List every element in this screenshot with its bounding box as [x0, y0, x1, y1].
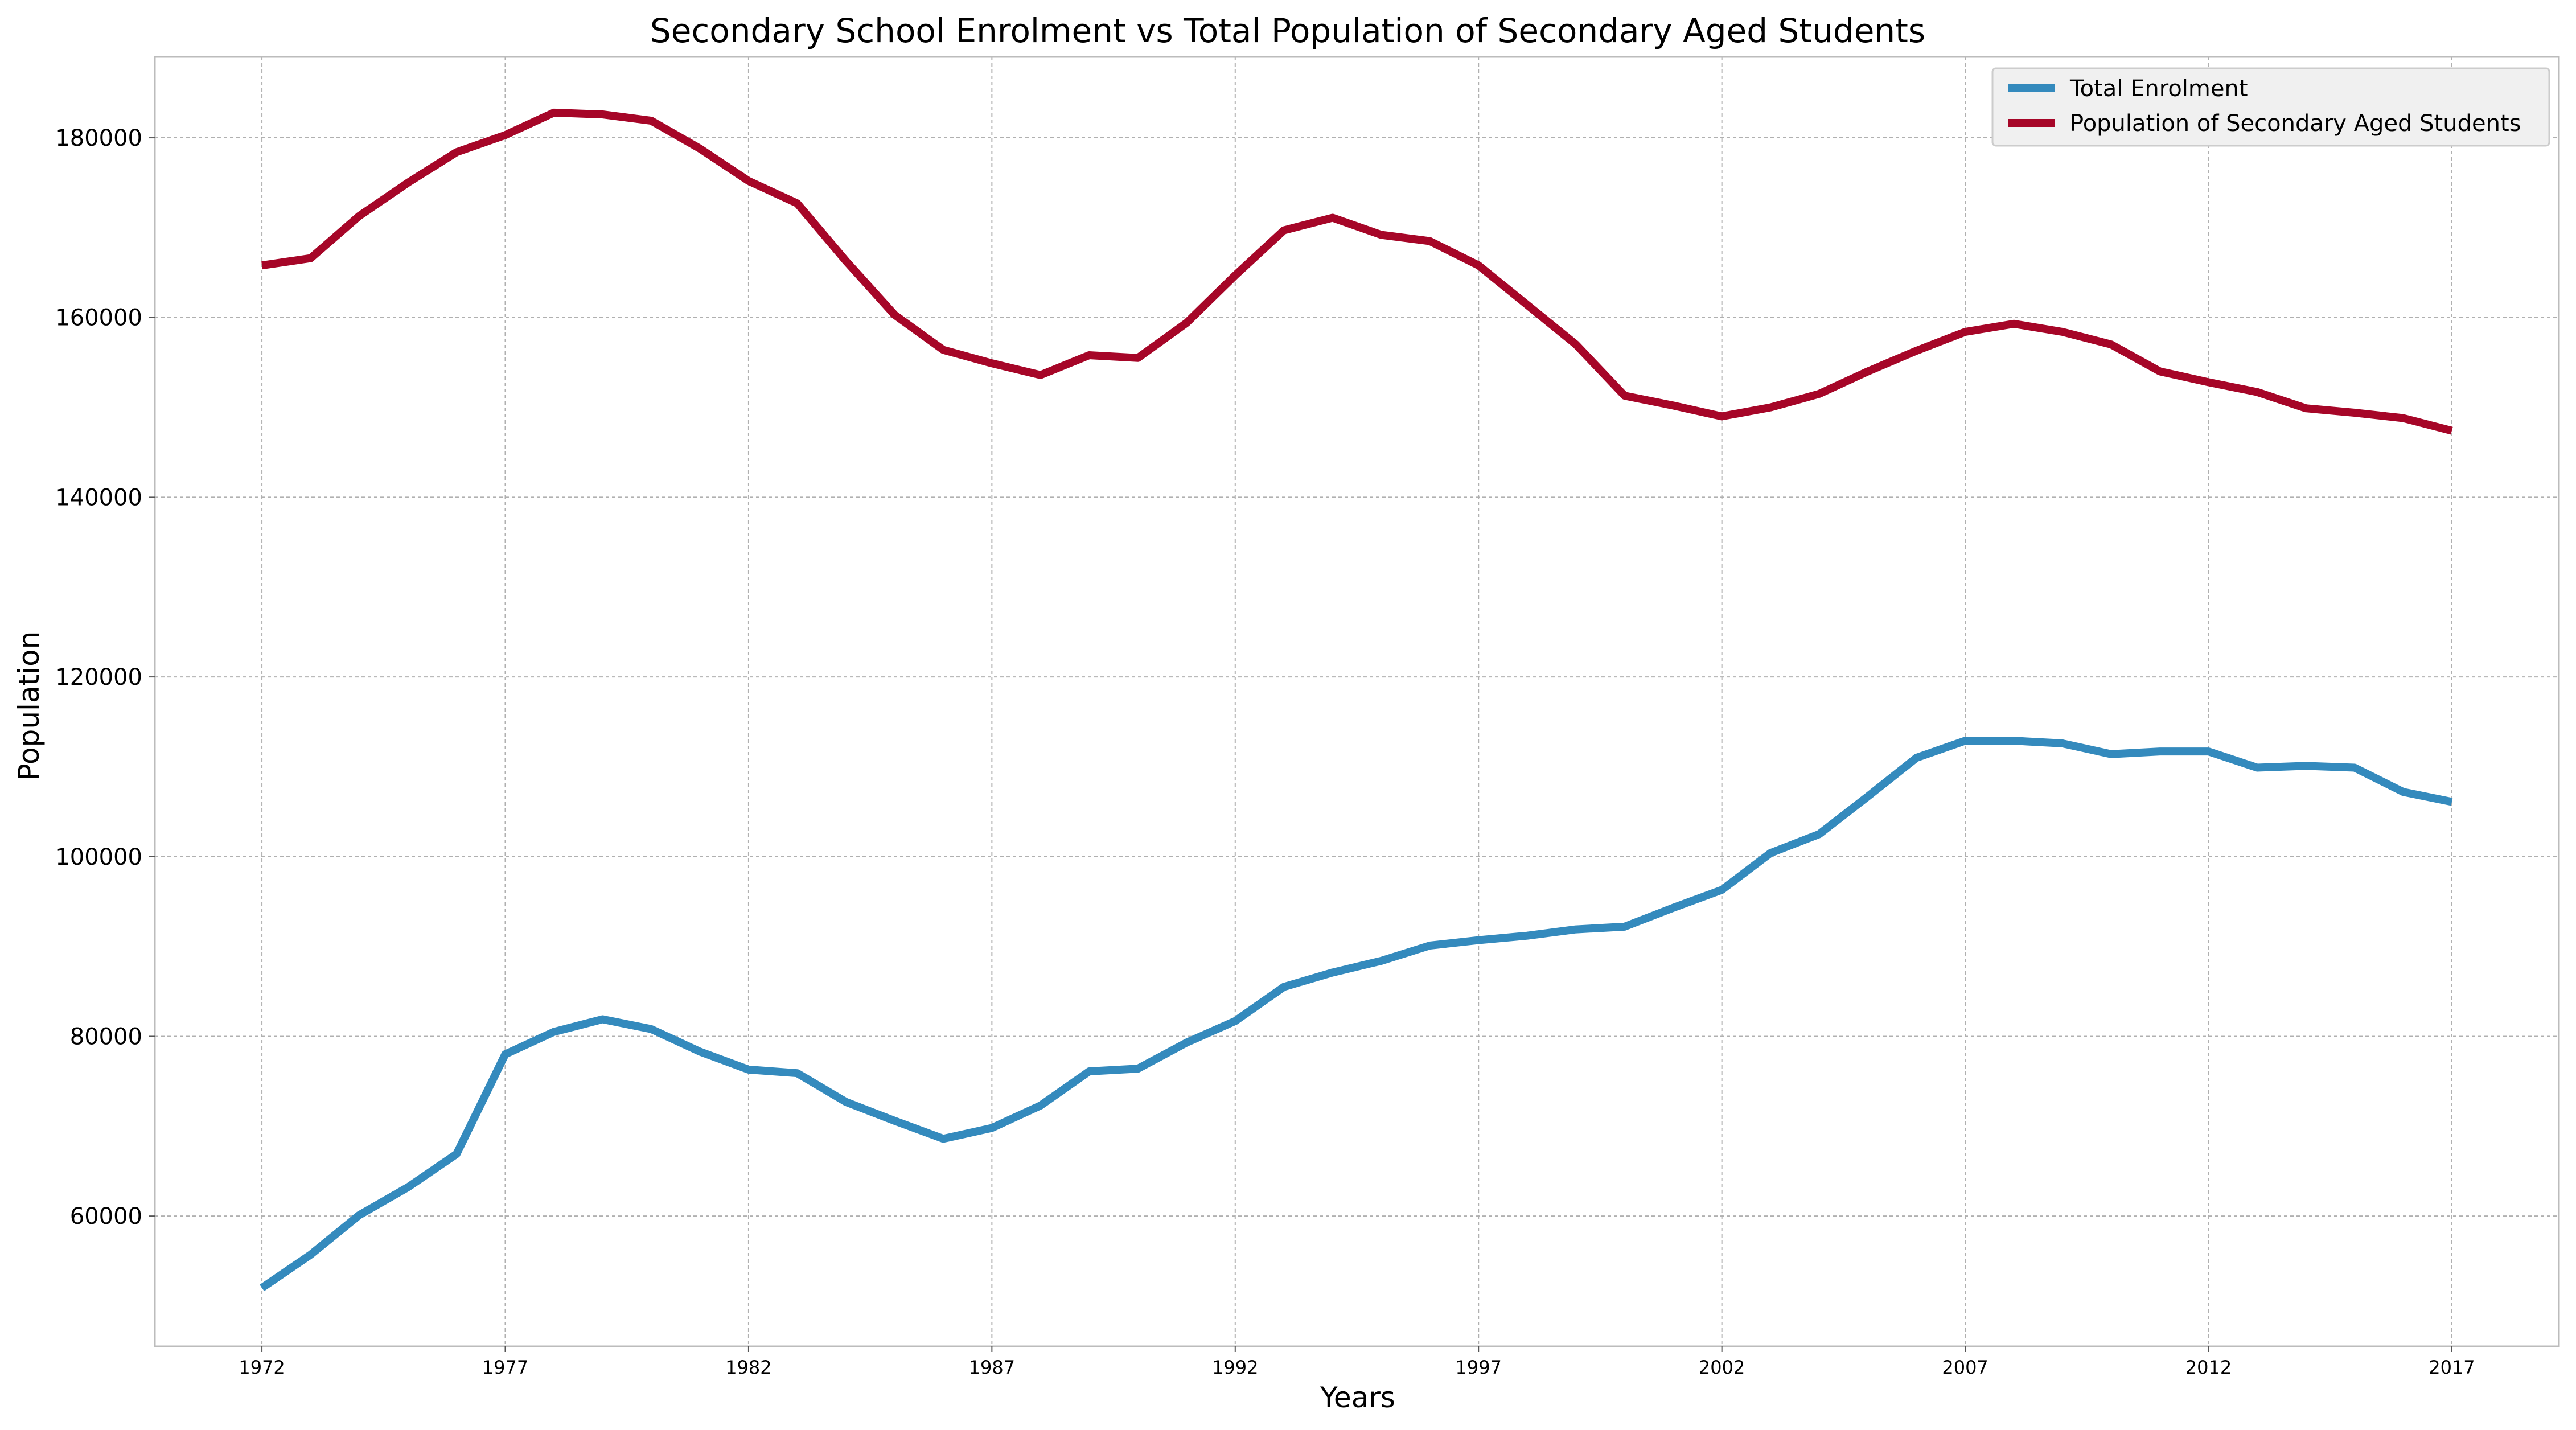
series-line-population: [261, 108, 2453, 435]
axis-ticks: 1972 1977 1982 1987 1992 1997 2002 2007 2012 2017…: [55, 125, 2475, 1378]
y-tick-label: 60000: [70, 1203, 142, 1230]
x-tick-label: 2002: [1699, 1357, 1745, 1378]
x-axis-label: Years: [1320, 1381, 1395, 1414]
y-tick-label: 180000: [55, 125, 142, 151]
legend-label-population: Population of Secondary Aged Students: [2070, 110, 2521, 137]
legend-label-total-enrolment: Total Enrolment: [2069, 76, 2248, 102]
y-axis-label: Population: [13, 631, 46, 781]
y-tick-label: 140000: [55, 484, 142, 511]
x-tick-label: 1997: [1455, 1357, 1501, 1378]
plot-frame: [154, 56, 2560, 1347]
y-tick-label: 160000: [55, 305, 142, 331]
x-tick-label: 1977: [482, 1357, 528, 1378]
y-tick-label: 100000: [55, 844, 142, 870]
x-tick-label: 2012: [2185, 1357, 2232, 1378]
legend-box: [1991, 67, 2550, 147]
x-tick-label: 1987: [969, 1357, 1015, 1378]
x-tick-label: 1972: [239, 1357, 285, 1378]
x-tick-label: 1982: [725, 1357, 771, 1378]
series-lines: [260, 108, 2453, 1292]
x-tick-label: 1992: [1212, 1357, 1258, 1378]
x-tick-label: 2017: [2429, 1357, 2475, 1378]
chart-title: Secondary School Enrolment vs Total Popu…: [650, 11, 1925, 50]
x-tick-label: 2007: [1942, 1357, 1988, 1378]
y-tick-label: 80000: [70, 1024, 142, 1050]
y-tick-label: 120000: [55, 664, 142, 691]
series-line-total-enrolment: [260, 737, 2453, 1292]
legend: Total Enrolment Population of Secondary …: [1991, 67, 2550, 147]
